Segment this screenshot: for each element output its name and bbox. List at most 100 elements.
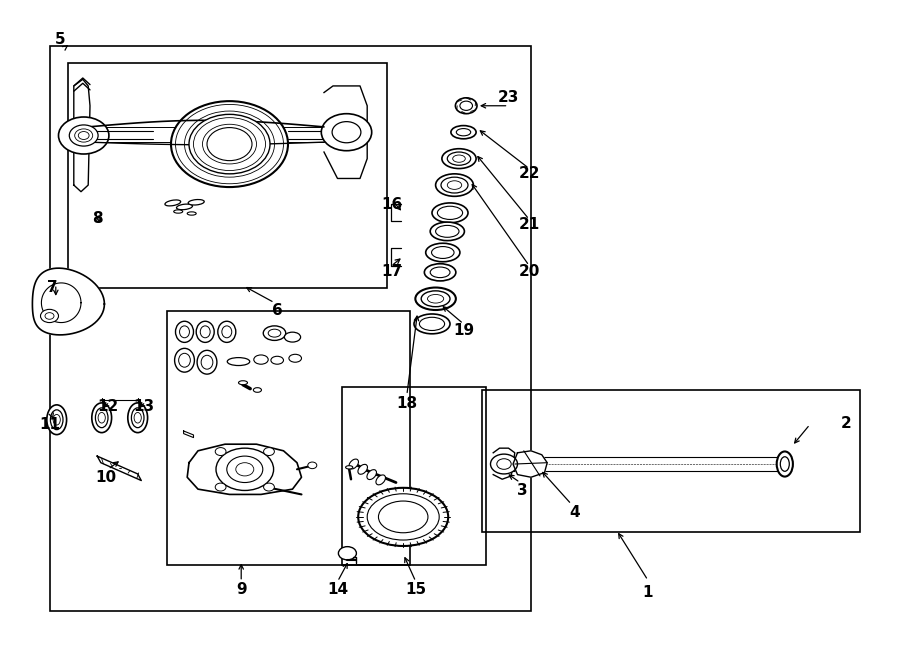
Circle shape (497, 459, 511, 469)
Circle shape (460, 101, 473, 110)
Circle shape (40, 309, 58, 323)
Circle shape (321, 114, 372, 151)
Circle shape (215, 483, 226, 491)
Ellipse shape (188, 200, 204, 205)
Circle shape (455, 98, 477, 114)
Circle shape (207, 128, 252, 161)
Ellipse shape (165, 200, 181, 206)
Ellipse shape (421, 291, 450, 307)
Ellipse shape (131, 408, 144, 428)
Ellipse shape (425, 264, 455, 281)
Bar (342, 387, 486, 565)
Ellipse shape (378, 501, 428, 533)
Ellipse shape (432, 203, 468, 223)
Bar (482, 390, 860, 532)
Circle shape (338, 547, 356, 560)
Ellipse shape (777, 451, 793, 477)
Text: 21: 21 (518, 217, 540, 232)
Ellipse shape (92, 403, 112, 433)
Ellipse shape (175, 348, 194, 372)
Circle shape (216, 448, 274, 490)
Circle shape (264, 447, 274, 455)
Ellipse shape (358, 488, 448, 546)
Ellipse shape (178, 353, 191, 368)
Bar (166, 311, 410, 565)
Text: 8: 8 (92, 211, 103, 225)
Ellipse shape (254, 387, 261, 392)
Polygon shape (32, 268, 104, 335)
Circle shape (264, 483, 274, 491)
Circle shape (308, 462, 317, 469)
Text: 10: 10 (95, 470, 117, 485)
Bar (50, 46, 531, 611)
Text: 22: 22 (518, 166, 540, 180)
Text: 6: 6 (272, 303, 283, 318)
Circle shape (236, 463, 254, 476)
Circle shape (69, 125, 98, 146)
Circle shape (45, 313, 54, 319)
Text: 7: 7 (47, 280, 58, 295)
Circle shape (491, 454, 518, 474)
Ellipse shape (414, 314, 450, 334)
Ellipse shape (201, 326, 211, 338)
Ellipse shape (134, 412, 141, 423)
Text: 17: 17 (381, 264, 402, 278)
Ellipse shape (376, 475, 385, 485)
Text: 20: 20 (518, 264, 540, 278)
Ellipse shape (268, 329, 281, 337)
Circle shape (171, 101, 288, 187)
Ellipse shape (227, 358, 250, 366)
Text: 4: 4 (569, 505, 580, 520)
Ellipse shape (196, 321, 214, 342)
Text: 9: 9 (236, 582, 247, 597)
Text: 23: 23 (498, 91, 519, 105)
Ellipse shape (50, 410, 63, 430)
Ellipse shape (349, 459, 358, 469)
Ellipse shape (451, 126, 476, 139)
Polygon shape (97, 456, 141, 481)
Ellipse shape (222, 326, 232, 338)
Ellipse shape (284, 332, 301, 342)
Polygon shape (513, 451, 547, 477)
Text: 15: 15 (405, 582, 427, 597)
Ellipse shape (430, 222, 464, 241)
Ellipse shape (453, 155, 465, 162)
Ellipse shape (436, 174, 473, 196)
Bar (68, 63, 387, 288)
Ellipse shape (176, 204, 193, 210)
Text: 19: 19 (453, 323, 474, 338)
Ellipse shape (187, 212, 196, 215)
Text: 13: 13 (133, 399, 155, 414)
Text: 1: 1 (643, 586, 653, 600)
Ellipse shape (426, 243, 460, 262)
Ellipse shape (430, 267, 450, 278)
Ellipse shape (289, 354, 302, 362)
Ellipse shape (780, 457, 789, 471)
Polygon shape (184, 431, 194, 438)
Ellipse shape (254, 355, 268, 364)
Text: 12: 12 (97, 399, 119, 414)
Ellipse shape (98, 412, 105, 423)
Circle shape (58, 117, 109, 154)
Ellipse shape (271, 356, 284, 364)
Ellipse shape (218, 321, 236, 342)
Ellipse shape (263, 326, 286, 340)
Ellipse shape (367, 494, 439, 540)
Ellipse shape (197, 350, 217, 374)
Text: 14: 14 (327, 582, 348, 597)
Polygon shape (493, 448, 515, 479)
Ellipse shape (441, 177, 468, 193)
Ellipse shape (415, 288, 455, 310)
Ellipse shape (436, 225, 459, 237)
Ellipse shape (179, 326, 189, 338)
Polygon shape (187, 444, 302, 494)
Ellipse shape (174, 210, 183, 213)
Polygon shape (74, 79, 90, 192)
Circle shape (227, 456, 263, 483)
Text: 11: 11 (39, 417, 60, 432)
Ellipse shape (202, 356, 213, 369)
Ellipse shape (238, 381, 248, 385)
Text: 2: 2 (841, 416, 851, 430)
Ellipse shape (176, 321, 194, 342)
Ellipse shape (447, 180, 462, 189)
